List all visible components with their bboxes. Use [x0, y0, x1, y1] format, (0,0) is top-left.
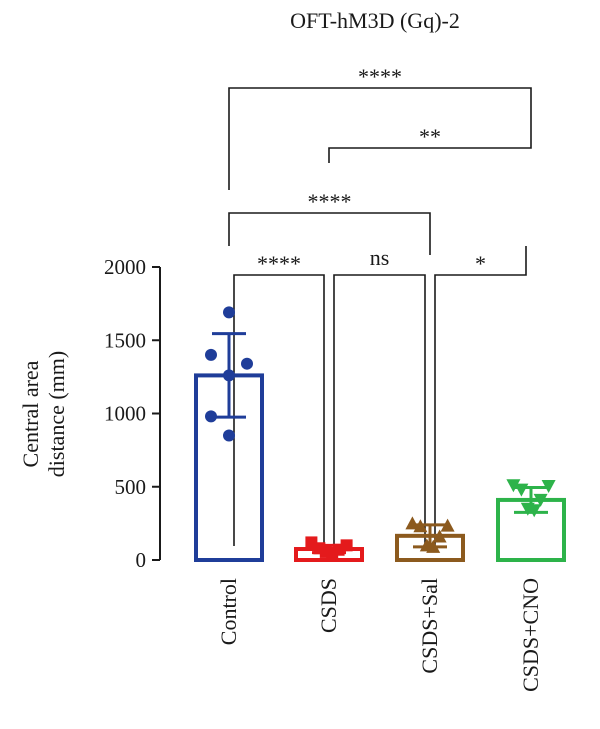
data-point — [205, 410, 217, 423]
data-point — [413, 519, 428, 533]
significance-label: **** — [358, 64, 402, 89]
significance-bracket — [333, 274, 426, 546]
data-point — [223, 369, 235, 382]
data-point — [205, 348, 217, 361]
data-point — [241, 357, 253, 370]
data-point — [223, 306, 235, 319]
y-tick-label: 1500 — [104, 328, 146, 352]
significance-bracket — [328, 130, 532, 163]
y-tick-label: 2000 — [104, 255, 146, 279]
y-axis: 0 500 1000 1500 2000 — [104, 255, 161, 572]
y-tick-label: 0 — [136, 548, 147, 572]
significance-label: **** — [257, 251, 301, 276]
y-axis-label: Central area distance (mm) — [18, 351, 69, 477]
x-tick-label: CSDS+Sal — [417, 578, 442, 674]
data-point — [440, 518, 455, 532]
y-tick-label: 1000 — [104, 402, 146, 426]
data-point — [514, 483, 529, 497]
x-tick-label: CSDS — [316, 578, 341, 633]
bars — [194, 306, 566, 563]
data-point — [527, 504, 542, 518]
data-point — [506, 479, 521, 493]
data-point — [223, 429, 235, 442]
significance-bracket — [228, 87, 532, 190]
significance-bracket — [228, 212, 431, 255]
data-point — [533, 493, 548, 507]
data-point — [326, 547, 339, 560]
data-point — [541, 480, 556, 494]
x-tick-label: Control — [216, 578, 241, 645]
y-axis-label-line: Central area — [18, 360, 43, 467]
significance-bracket — [434, 246, 527, 546]
significance-brackets: ************** ns * — [228, 64, 532, 546]
x-tick-label: CSDS+CNO — [518, 578, 543, 692]
significance-label: ns — [370, 245, 390, 270]
y-axis-label-line: distance (mm) — [44, 351, 69, 477]
data-point — [426, 539, 441, 553]
x-axis-labels: Control CSDS CSDS+Sal CSDS+CNO — [216, 578, 543, 692]
significance-label: * — [475, 251, 486, 276]
data-point — [432, 529, 447, 543]
y-tick-label: 500 — [115, 475, 147, 499]
chart-title: OFT-hM3D (Gq)-2 — [290, 8, 460, 33]
significance-label: **** — [308, 189, 352, 214]
significance-bracket — [233, 274, 325, 546]
data-point — [405, 516, 420, 530]
significance-label: ** — [419, 124, 441, 149]
